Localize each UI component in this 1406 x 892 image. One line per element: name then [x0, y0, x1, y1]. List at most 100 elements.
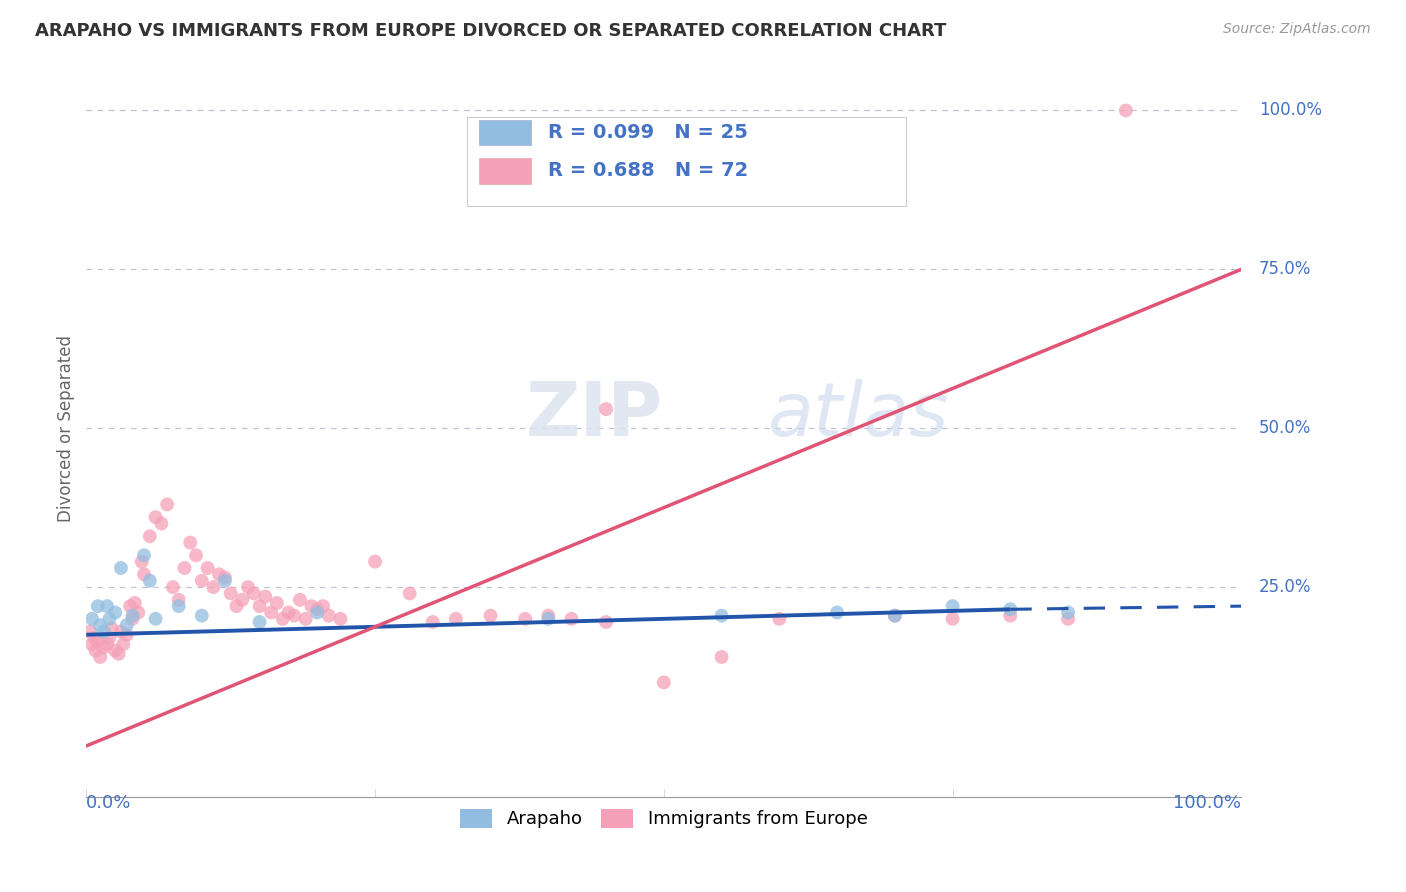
Point [294, 612, 316, 626]
Y-axis label: Divorced or Separated: Divorced or Separated [58, 334, 75, 522]
Point [883, 608, 905, 623]
Point [1057, 612, 1080, 626]
Point [364, 555, 387, 569]
Point [283, 608, 305, 623]
Point [87, 599, 110, 614]
Point [93, 624, 115, 639]
Point [89, 650, 111, 665]
Point [87, 634, 110, 648]
Point [398, 586, 420, 600]
Point [652, 675, 675, 690]
Point [110, 624, 132, 639]
Text: 100.0%: 100.0% [1258, 102, 1322, 120]
Point [208, 567, 231, 582]
Point [104, 606, 127, 620]
Point [173, 561, 195, 575]
Point [145, 510, 167, 524]
Point [98, 612, 121, 626]
Point [121, 612, 143, 626]
Point [197, 561, 219, 575]
FancyBboxPatch shape [479, 158, 531, 184]
Point [191, 574, 214, 588]
Point [89, 618, 111, 632]
Point [225, 599, 247, 614]
Point [139, 574, 162, 588]
Point [83, 631, 105, 645]
Point [537, 612, 560, 626]
Point [825, 606, 848, 620]
Point [162, 580, 184, 594]
Point [271, 612, 294, 626]
Point [515, 612, 537, 626]
Point [84, 643, 107, 657]
Point [1057, 606, 1080, 620]
Point [96, 599, 118, 614]
Point [444, 612, 467, 626]
Point [710, 650, 733, 665]
Point [167, 599, 190, 614]
Point [80, 612, 103, 626]
Point [191, 608, 214, 623]
Point [942, 599, 965, 614]
Point [80, 637, 103, 651]
Point [307, 602, 329, 616]
Point [107, 647, 129, 661]
Point [249, 599, 271, 614]
Point [100, 621, 122, 635]
Point [150, 516, 173, 531]
Text: Source: ZipAtlas.com: Source: ZipAtlas.com [1223, 22, 1371, 37]
Point [277, 606, 299, 620]
Point [139, 529, 162, 543]
Point [179, 535, 201, 549]
Text: atlas: atlas [768, 379, 949, 451]
Point [942, 612, 965, 626]
Point [104, 643, 127, 657]
Point [236, 580, 259, 594]
Text: ARAPAHO VS IMMIGRANTS FROM EUROPE DIVORCED OR SEPARATED CORRELATION CHART: ARAPAHO VS IMMIGRANTS FROM EUROPE DIVORC… [35, 22, 946, 40]
Point [132, 567, 155, 582]
Point [98, 631, 121, 645]
Point [1115, 103, 1137, 118]
Point [260, 606, 283, 620]
Point [266, 596, 288, 610]
Text: R = 0.099   N = 25: R = 0.099 N = 25 [548, 123, 748, 142]
Point [301, 599, 323, 614]
Point [768, 612, 790, 626]
Point [312, 599, 335, 614]
Point [883, 608, 905, 623]
Point [288, 592, 311, 607]
Point [202, 580, 225, 594]
Text: 100.0%: 100.0% [1174, 794, 1241, 812]
Point [318, 608, 340, 623]
Point [127, 606, 149, 620]
Text: 75.0%: 75.0% [1258, 260, 1310, 278]
Point [93, 640, 115, 655]
Point [79, 624, 101, 639]
Point [167, 592, 190, 607]
Legend: Arapaho, Immigrants from Europe: Arapaho, Immigrants from Europe [453, 802, 875, 836]
Point [307, 606, 329, 620]
Point [254, 590, 277, 604]
Text: 0.0%: 0.0% [86, 794, 132, 812]
Point [422, 615, 444, 629]
Point [537, 608, 560, 623]
Point [242, 586, 264, 600]
Point [479, 608, 502, 623]
Point [214, 570, 236, 584]
Point [115, 618, 138, 632]
Point [112, 637, 135, 651]
Point [115, 628, 138, 642]
Point [249, 615, 271, 629]
Text: 50.0%: 50.0% [1258, 419, 1310, 437]
Point [1000, 608, 1022, 623]
Point [329, 612, 352, 626]
Point [96, 637, 118, 651]
Point [120, 599, 142, 614]
Point [131, 555, 153, 569]
Point [710, 608, 733, 623]
Point [110, 561, 132, 575]
Point [595, 402, 617, 417]
Point [156, 498, 179, 512]
Text: 25.0%: 25.0% [1258, 578, 1312, 596]
FancyBboxPatch shape [467, 117, 907, 206]
